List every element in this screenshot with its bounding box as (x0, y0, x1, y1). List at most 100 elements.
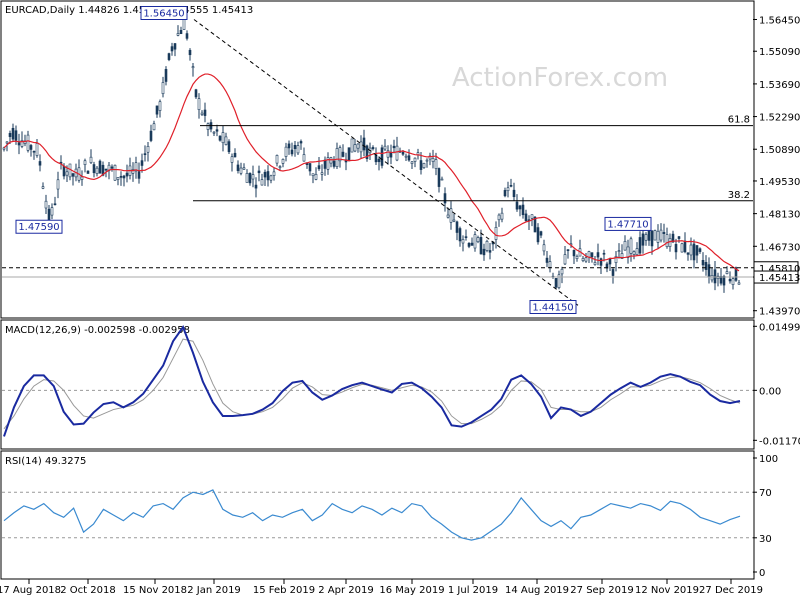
candle-body (227, 141, 231, 153)
candle-body (191, 66, 195, 69)
candle-body (563, 254, 567, 265)
candle-body (629, 238, 633, 254)
candle-body (50, 207, 54, 216)
price-header: EURCAD,Daily 1.44826 1.45514 1.44555 1.4… (5, 5, 253, 16)
candle-body (293, 144, 297, 150)
candle-body (329, 157, 333, 164)
candle-body (689, 244, 693, 256)
candle-body (494, 227, 498, 240)
candle-body (437, 168, 441, 187)
candle-body (401, 151, 405, 155)
watermark-text: ActionForex.com (452, 63, 668, 93)
candle-body (68, 163, 72, 178)
candle-body (602, 252, 606, 255)
candle-body (263, 171, 267, 178)
price-annotation-label: 1.56450 (143, 9, 184, 20)
rsi-panel-frame (0, 450, 755, 580)
candle-body (197, 98, 201, 110)
candle-body (557, 274, 561, 288)
macd-line (3, 325, 741, 437)
candle-body (41, 186, 45, 189)
candle-body (257, 170, 261, 174)
candle-body (701, 260, 705, 266)
price-annotation-box (529, 300, 577, 314)
price-annotation-box (15, 219, 63, 234)
candle-body (185, 33, 189, 39)
candle-body (623, 241, 627, 251)
candle-body (347, 147, 351, 161)
candle-body (173, 43, 177, 50)
candle-body (167, 53, 171, 60)
candle-body (323, 159, 327, 169)
candle-body (71, 173, 75, 177)
rsi-y-tick-label: 0 (759, 568, 765, 579)
candle-body (386, 150, 390, 158)
candle-body (122, 175, 126, 179)
candle-body (341, 151, 345, 157)
candle-body (665, 234, 669, 248)
price-annotation-label: 1.47710 (607, 219, 648, 230)
price-y-tick-label: 1.49530 (759, 177, 800, 188)
candle-body (419, 160, 423, 170)
axes-layer: 1.56450 1.55090 1.53690 1.52290 1.50890 1.495… (0, 16, 800, 597)
candle-body (38, 161, 42, 166)
candle-body (290, 149, 294, 155)
candle-body (251, 174, 255, 180)
candle-body (599, 258, 603, 266)
candle-body (62, 165, 66, 177)
candle-body (704, 262, 708, 270)
candle-body (176, 33, 180, 36)
candle-body (212, 131, 216, 134)
candle-body (614, 255, 618, 263)
candle-body (671, 233, 675, 243)
candle-body (554, 278, 558, 288)
candle-body (458, 228, 462, 242)
candle-body (275, 155, 279, 164)
candle-body (461, 239, 465, 244)
candle-body (98, 160, 102, 174)
candle-body (449, 208, 453, 223)
candle-body (365, 145, 369, 159)
candle-body (407, 155, 411, 161)
macd-panel-frame (0, 319, 755, 450)
candle-body (713, 269, 717, 284)
x-axis-tick-label: 15 Feb 2019 (253, 585, 315, 596)
candle-body (317, 165, 321, 170)
candle-body (455, 221, 459, 233)
candle-body (164, 69, 168, 82)
candle-body (104, 168, 108, 171)
candle-body (65, 171, 69, 176)
fib-level-label: 61.8 (728, 115, 750, 126)
candle-body (731, 278, 735, 285)
candle-body (488, 250, 492, 253)
candle-body (443, 193, 447, 204)
candle-body (470, 242, 474, 246)
candle-body (707, 264, 711, 277)
candle-body (8, 133, 12, 137)
candle-body (467, 242, 471, 247)
candle-body (188, 49, 192, 56)
candle-body (116, 177, 120, 180)
x-axis-tick-label: 27 Sep 2019 (570, 585, 633, 596)
candle-body (674, 244, 678, 253)
candle-body (473, 234, 477, 249)
price-y-tick-label: 1.56450 (759, 16, 800, 27)
candle-body (302, 154, 306, 162)
candle-body (680, 243, 684, 253)
candle-body (230, 156, 234, 163)
candle-body (2, 147, 6, 150)
candle-body (608, 258, 612, 265)
candle-body (434, 159, 438, 169)
candle-body (545, 257, 549, 263)
candle-body (92, 164, 96, 174)
candle-body (200, 112, 204, 115)
candle-body (464, 236, 468, 238)
macd-title: MACD(12,26,9) -0.002598 -0.002958 (5, 325, 190, 336)
price-y-tick-label: 1.50890 (759, 145, 800, 156)
candle-body (110, 166, 114, 169)
candle-body (269, 175, 273, 181)
price-y-tick-label: 1.45413 (759, 273, 800, 284)
x-axis-tick-label: 27 Dec 2019 (699, 585, 763, 596)
